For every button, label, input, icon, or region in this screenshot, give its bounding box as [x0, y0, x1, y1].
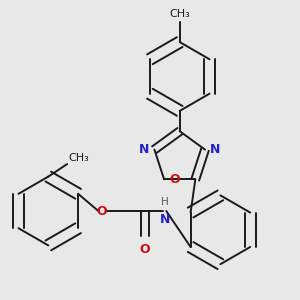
Text: O: O	[169, 173, 180, 186]
Text: N: N	[139, 143, 149, 156]
Text: O: O	[97, 205, 107, 218]
Text: O: O	[140, 243, 150, 256]
Text: N: N	[160, 213, 170, 226]
Text: CH₃: CH₃	[169, 9, 190, 19]
Text: CH₃: CH₃	[69, 152, 89, 163]
Text: H: H	[161, 197, 169, 207]
Text: N: N	[210, 143, 220, 156]
